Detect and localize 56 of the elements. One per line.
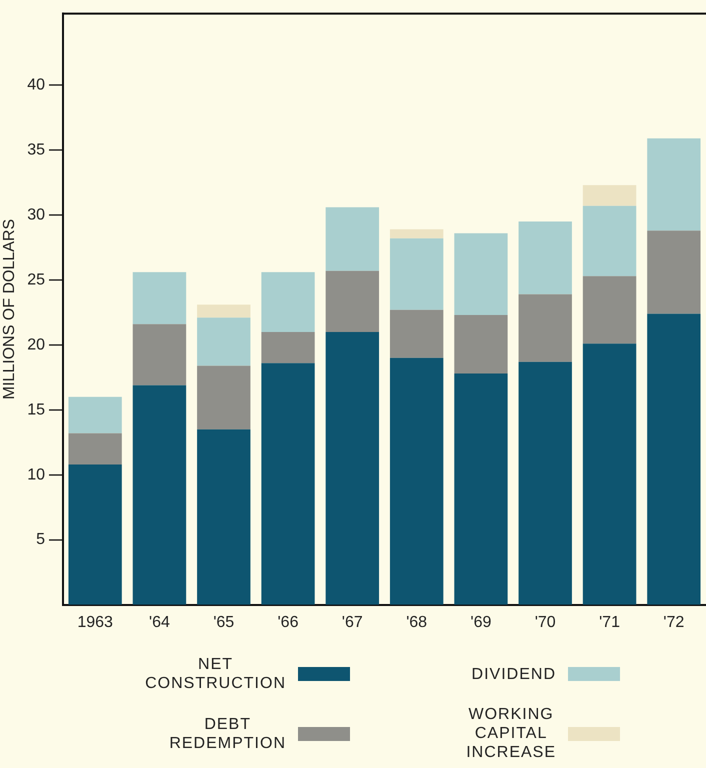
bar — [326, 270, 380, 332]
bar — [132, 324, 186, 386]
bar — [582, 206, 636, 276]
y-axis-title: MILLIONS OF DOLLARS — [1, 218, 18, 400]
bar — [261, 363, 315, 605]
x-tick-label: '67 — [342, 614, 363, 631]
bar — [261, 332, 315, 364]
y-tick-label: 15 — [27, 401, 46, 418]
bar — [132, 385, 186, 605]
bar — [132, 272, 186, 324]
bar — [390, 229, 444, 238]
legend-label: DEBT REDEMPTION — [169, 714, 286, 752]
y-tick-label: 35 — [27, 141, 46, 158]
bar — [68, 433, 122, 464]
y-tick-label: 30 — [27, 206, 46, 224]
x-tick-label: '64 — [149, 614, 170, 631]
bar — [390, 310, 444, 358]
bar — [582, 276, 636, 344]
bar — [454, 233, 508, 316]
bar — [326, 332, 380, 605]
bar — [68, 464, 122, 605]
y-tick-label: 20 — [27, 336, 46, 354]
x-tick-label: '68 — [406, 614, 428, 631]
bar — [197, 429, 250, 605]
bar — [197, 366, 250, 430]
x-tick-label: '69 — [470, 614, 492, 631]
legend-label: NET CONSTRUCTION — [145, 655, 286, 693]
x-tick-label: '66 — [278, 614, 299, 631]
x-tick-label: '70 — [534, 614, 556, 631]
x-tick-label: 1963 — [77, 614, 114, 631]
bar — [518, 362, 572, 605]
bar — [326, 207, 380, 271]
x-tick-label: '71 — [599, 614, 620, 631]
bar — [518, 221, 572, 294]
bar — [197, 318, 250, 366]
bar — [582, 185, 636, 206]
bar — [261, 272, 315, 332]
bar — [68, 396, 122, 434]
bar — [197, 304, 250, 318]
legend-label: DIVIDEND — [472, 664, 556, 684]
bar — [390, 238, 444, 310]
bar — [454, 374, 508, 605]
x-tick-label: '72 — [663, 614, 684, 631]
bar — [454, 315, 508, 374]
legend-label: WORKING CAPITAL INCREASE — [466, 705, 556, 762]
bar — [647, 314, 701, 605]
bar — [647, 230, 701, 314]
y-tick-label: 5 — [36, 531, 46, 548]
bar — [518, 294, 572, 362]
x-tick-label: '65 — [213, 614, 234, 631]
bar — [582, 344, 636, 605]
bar — [390, 358, 444, 605]
y-tick-label: 40 — [27, 76, 46, 94]
y-tick-label: 10 — [27, 466, 46, 484]
y-tick-label: 25 — [27, 271, 46, 288]
bar — [647, 138, 701, 231]
